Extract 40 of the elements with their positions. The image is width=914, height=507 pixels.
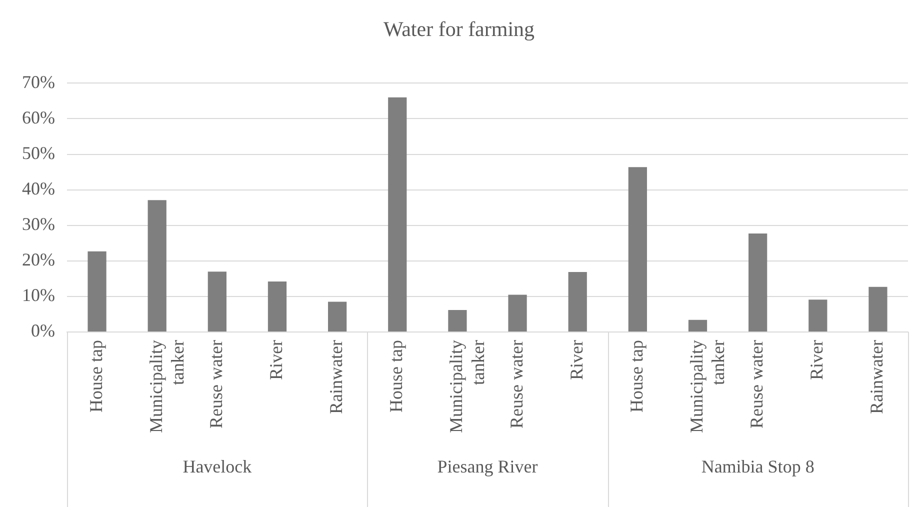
bar [508, 294, 527, 332]
x-tick-label: River [806, 340, 827, 380]
bar [568, 272, 587, 332]
bar [88, 251, 106, 332]
bar [688, 320, 708, 332]
y-tick-label: 70% [22, 72, 55, 92]
bar [328, 302, 347, 332]
bar [268, 282, 287, 332]
bar [628, 167, 647, 332]
bar [148, 200, 166, 332]
y-tick-label: 60% [22, 107, 55, 128]
y-tick-label: 30% [22, 214, 55, 234]
x-tick-label: Reuse water [506, 340, 526, 428]
text: Havelock [182, 456, 252, 477]
x-tick-label: House tap [626, 340, 646, 412]
y-tick-label: 50% [22, 143, 55, 164]
bar [208, 272, 226, 332]
x-tick-label: House tap [86, 340, 106, 412]
x-tick-label: River [566, 340, 586, 380]
bar [808, 300, 828, 332]
x-tick-label: Reuse water [746, 340, 767, 428]
x-tick-label: Rainwater [326, 340, 346, 414]
text: Piesang River [437, 456, 538, 477]
y-tick-label: 40% [22, 178, 55, 199]
bar [748, 234, 768, 332]
bar [868, 286, 888, 332]
x-tick-label: River [266, 340, 286, 380]
x-tick-label: Municipality tanker [686, 340, 728, 434]
x-tick-label: House tap [386, 340, 406, 412]
x-tick-label: Rainwater [866, 340, 887, 414]
x-tick-label: Municipality tanker [146, 340, 188, 434]
bar [388, 97, 407, 332]
x-tick-label: Reuse water [206, 340, 226, 428]
bar [448, 310, 467, 332]
text: Namibia Stop 8 [701, 456, 814, 477]
y-tick-label: 10% [22, 285, 55, 306]
x-tick-label: Municipality tanker [446, 340, 488, 434]
chart-title: Water for farming [383, 17, 536, 42]
y-tick-label: 0% [30, 320, 55, 341]
y-tick-label: 20% [22, 250, 55, 270]
